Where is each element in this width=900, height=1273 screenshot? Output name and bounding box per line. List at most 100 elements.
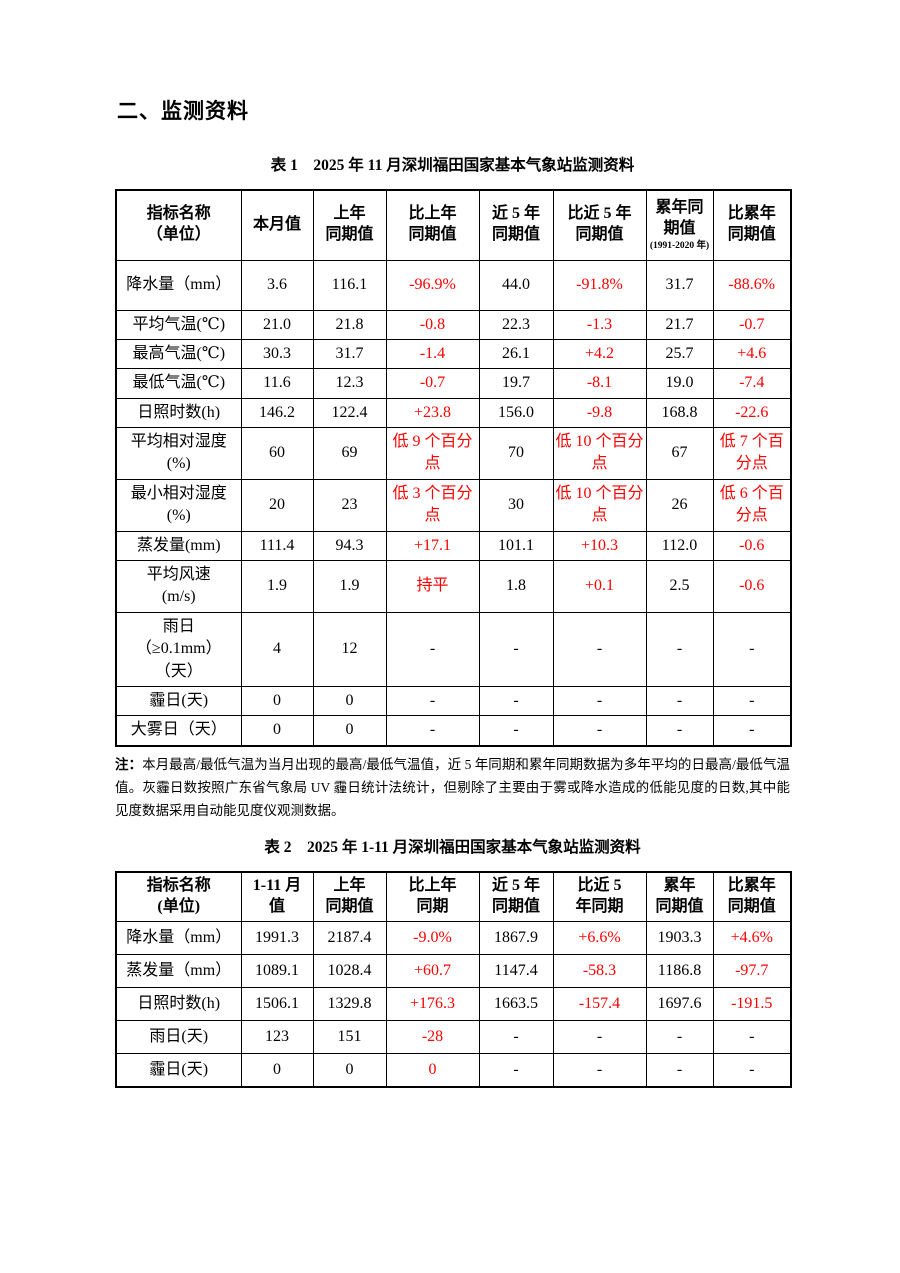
row-label: 平均气温(℃): [115, 309, 242, 340]
table-row: 最低气温(℃) 11.6 12.3 -0.7 19.7 -8.1 19.0 -7.4: [115, 368, 792, 399]
column-header: 比近 5 年 同期值: [552, 189, 647, 261]
table-row: 降水量（mm） 1991.3 2187.4 -9.0% 1867.9 +6.6% 1903.…: [115, 921, 792, 956]
table-row: 霾日(天) 0 0 0- - - -: [115, 1053, 792, 1088]
data-cell: 21.8: [312, 309, 387, 340]
row-label: 平均相对湿度 (%): [115, 427, 242, 480]
data-cell: 101.1: [478, 530, 554, 562]
data-cell: 1.9: [240, 560, 314, 613]
data-cell: -0.7: [385, 368, 480, 399]
column-header-text: 比近 5 年同期: [575, 877, 624, 915]
row-label: 最低气温(℃): [115, 368, 242, 399]
data-cell: -1.3: [552, 309, 647, 340]
column-header-text: 指标名称 (单位): [146, 877, 211, 915]
data-cell: 146.2: [240, 397, 314, 429]
data-cell: +4.2: [552, 338, 647, 370]
header-row: 指标名称 （单位） 本月值 上年 同期值 比上年 同期值近 5 年 同期值 比近 5 年…: [115, 189, 792, 261]
data-cell: -: [385, 685, 480, 717]
data-cell: -: [712, 715, 792, 747]
column-header-text: 比上年 同期: [408, 877, 457, 915]
data-cell: -8.1: [552, 368, 647, 399]
note-label: 注：: [115, 756, 143, 772]
data-cell: 11.6: [240, 368, 314, 399]
row-label: 日照时数(h): [115, 987, 242, 1022]
data-cell: -: [478, 685, 554, 717]
data-cell: +0.1: [552, 560, 647, 613]
data-cell: 低 3 个百分点: [385, 478, 480, 532]
table2-cumulative-monitoring-data: 指标名称 (单位) 1-11 月 值上年 同期值 比上年 同期近 5 年 同期值 比近…: [115, 870, 792, 1088]
data-cell: 1329.8: [312, 987, 387, 1022]
column-header: 上年 同期值: [312, 871, 387, 923]
data-cell: 26: [645, 478, 714, 532]
data-cell: 1089.1: [240, 954, 314, 989]
data-cell: 低 7 个百分点: [712, 427, 792, 480]
data-cell: 4: [240, 611, 314, 687]
row-label: 霾日(天): [115, 685, 242, 717]
data-cell: 0: [312, 715, 387, 747]
column-header: 1-11 月 值: [240, 871, 314, 923]
header-row: 指标名称 (单位) 1-11 月 值上年 同期值 比上年 同期近 5 年 同期值 比近…: [115, 871, 792, 923]
data-cell: 19.0: [645, 368, 714, 399]
data-cell: +23.8: [385, 397, 480, 429]
data-cell: 12.3: [312, 368, 387, 399]
data-cell: -: [478, 715, 554, 747]
data-cell: -: [552, 685, 647, 717]
data-cell: -: [552, 1020, 647, 1055]
row-label: 降水量（mm）: [115, 921, 242, 956]
data-cell: 2187.4: [312, 921, 387, 956]
data-cell: -: [645, 685, 714, 717]
data-cell: +60.7: [385, 954, 480, 989]
data-cell: -0.7: [712, 309, 792, 340]
data-cell: -97.7: [712, 954, 792, 989]
data-cell: 168.8: [645, 397, 714, 429]
table1-body: 降水量（mm） 3.6 116.1 -96.9% 44.0 -91.8% 31.7 -88.6…: [115, 259, 792, 747]
row-label: 蒸发量(mm): [115, 530, 242, 562]
column-header: 指标名称 （单位）: [115, 189, 242, 261]
data-cell: 123: [240, 1020, 314, 1055]
data-cell: +4.6%: [712, 921, 792, 956]
table-row: 日照时数(h) 1506.1 1329.8 +176.3 1663.5 -157.4 169…: [115, 987, 792, 1022]
data-cell: 21.0: [240, 309, 314, 340]
data-cell: 70: [478, 427, 554, 480]
column-header: 比累年 同期值: [712, 871, 792, 923]
column-header-text: 比上年 同期值: [408, 205, 457, 244]
data-cell: -0.6: [712, 560, 792, 613]
data-cell: -1.4: [385, 338, 480, 370]
data-cell: 111.4: [240, 530, 314, 562]
column-header-text: 比近 5 年 同期值: [567, 205, 632, 244]
data-cell: 1903.3: [645, 921, 714, 956]
data-cell: 116.1: [312, 259, 387, 311]
data-cell: 3.6: [240, 259, 314, 311]
data-cell: +6.6%: [552, 921, 647, 956]
column-header-text: 比累年 同期值: [727, 205, 776, 244]
data-cell: -: [712, 685, 792, 717]
column-header: 近 5 年 同期值: [478, 871, 554, 923]
column-header: 比上年 同期值: [385, 189, 480, 261]
data-cell: 30: [478, 478, 554, 532]
data-cell: 1147.4: [478, 954, 554, 989]
column-header: 累年同 期值 (1991-2020 年): [645, 189, 714, 261]
row-label: 最小相对湿度 (%): [115, 478, 242, 532]
data-cell: 151: [312, 1020, 387, 1055]
data-cell: 122.4: [312, 397, 387, 429]
data-cell: 1697.6: [645, 987, 714, 1022]
column-header-text: 累年同 期值: [655, 199, 704, 238]
data-cell: 0: [312, 685, 387, 717]
data-cell: 低 9 个百分点: [385, 427, 480, 480]
column-header-text: 累年 同期值: [655, 877, 704, 915]
data-cell: 26.1: [478, 338, 554, 370]
row-label: 雨日(天): [115, 1020, 242, 1055]
data-cell: -: [645, 1020, 714, 1055]
table-row: 降水量（mm） 3.6 116.1 -96.9% 44.0 -91.8% 31.7 -88.6…: [115, 259, 792, 311]
data-cell: 31.7: [312, 338, 387, 370]
table-row: 霾日(天) 0 0- - - - -: [115, 685, 792, 717]
table-row: 平均相对湿度 (%) 60 69 低 9 个百分点 70 低 10 个百分点 67 低 7 个…: [115, 427, 792, 480]
data-cell: 25.7: [645, 338, 714, 370]
data-cell: +4.6: [712, 338, 792, 370]
data-cell: -9.0%: [385, 921, 480, 956]
table-row: 最高气温(℃) 30.3 31.7 -1.4 26.1 +4.2 25.7 +4.6: [115, 338, 792, 370]
data-cell: 19.7: [478, 368, 554, 399]
table-row: 日照时数(h) 146.2 122.4 +23.8 156.0 -9.8 168.8 -22.…: [115, 397, 792, 429]
data-cell: -7.4: [712, 368, 792, 399]
data-cell: -: [552, 611, 647, 687]
